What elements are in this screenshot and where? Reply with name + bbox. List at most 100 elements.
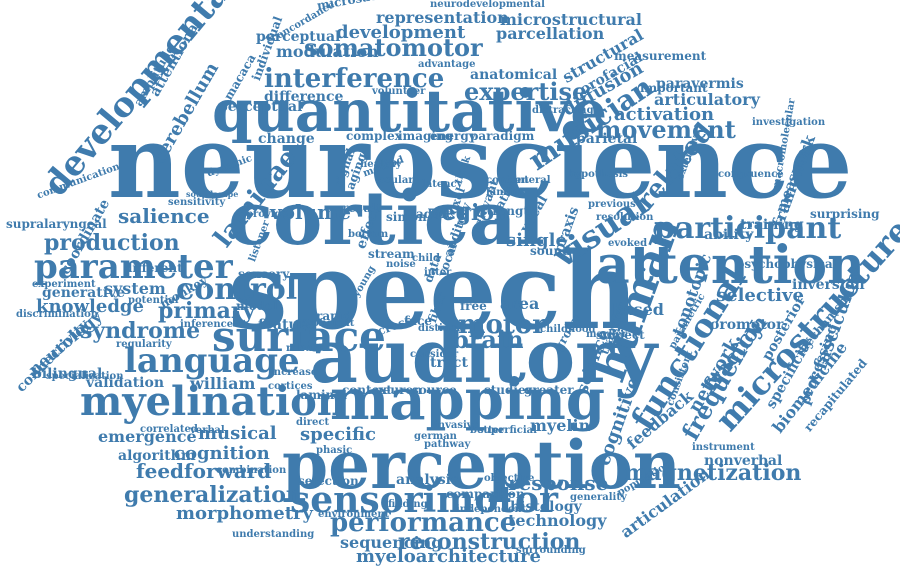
word-morphometry: morphometry — [176, 503, 313, 524]
word-interference: interference — [264, 64, 445, 94]
word-anatomical: anatomical — [470, 67, 558, 83]
word-nonverbal: nonverbal — [704, 453, 783, 469]
word-training: training — [740, 217, 804, 233]
word-environment: environment — [318, 509, 390, 520]
word-language: language — [124, 341, 300, 381]
word-attention: attention — [596, 235, 865, 296]
word-stream: stream — [368, 247, 415, 261]
word-musical: musical — [198, 423, 277, 444]
word-myelin: myelin — [530, 416, 591, 435]
word-phasic: phasic — [316, 445, 353, 456]
word-parameter: parameter — [34, 247, 233, 287]
word-sensory: sensory — [238, 267, 290, 281]
word-evoked: evoked — [608, 238, 648, 249]
word-investigation: investigation — [752, 117, 826, 128]
word-congruence: congruence — [718, 169, 784, 180]
word-area: area — [500, 294, 540, 313]
word-histology: histology — [510, 499, 582, 515]
word-imaging: imaging — [398, 129, 454, 143]
word-representation: representation — [376, 8, 509, 27]
word-analysis: analysis — [396, 472, 459, 488]
word-william: william — [190, 374, 256, 393]
word-different: different — [124, 261, 183, 275]
word-previous: previous — [588, 199, 636, 210]
word-selection: selection — [298, 474, 359, 488]
word-potential: potential — [128, 295, 179, 306]
word-distinct: distinct — [418, 323, 461, 334]
word-speech: speech — [228, 228, 639, 353]
word-neurodevelopmental: neurodevelopmental — [430, 0, 545, 10]
word-inference: inference — [180, 319, 234, 330]
word-studies: studies — [484, 383, 533, 397]
word-finding: finding — [388, 499, 428, 510]
word-primary: primary — [158, 298, 256, 324]
word-face: face — [404, 314, 432, 328]
word-adult: adult — [416, 207, 451, 221]
word-inversion: inversion — [792, 277, 865, 293]
word-somatomotor: somatomotor — [304, 33, 483, 62]
word-expertise: expertise — [464, 77, 588, 106]
word-articulatory: articulatory — [654, 90, 760, 109]
word-performance: performance — [330, 508, 517, 538]
word-result: result — [342, 201, 382, 215]
word-generative: generative — [42, 285, 126, 301]
word-surrounding: surrounding — [516, 545, 586, 556]
word-discrimination: discrimination — [16, 309, 99, 320]
word-knowledge: knowledge — [36, 296, 144, 317]
word-sensitivity: sensitivity — [168, 197, 226, 208]
word-inter: inter — [424, 267, 452, 278]
word-participant: participant — [654, 211, 842, 246]
word-sound: sound — [530, 244, 571, 258]
word-cortices: cortices — [268, 381, 313, 392]
word-distracting: distracting — [532, 105, 594, 116]
word-difference: difference — [264, 89, 344, 105]
word-ocular: ocular — [378, 175, 414, 186]
word-reconstruction: reconstruction — [398, 529, 581, 555]
word-energy: energy — [430, 129, 476, 143]
word-production: production — [44, 230, 180, 256]
word-noise: noise — [386, 259, 416, 270]
word-sensorimotor: sensorimotor — [290, 479, 558, 521]
word-supralaryngeal: supralaryngeal — [6, 217, 107, 231]
word-objective: objective — [484, 473, 535, 484]
word-superficial: superficial — [478, 425, 537, 436]
word-latency: latency — [422, 179, 463, 190]
word-sequencing: sequencing — [340, 533, 443, 552]
word-simon: simon — [386, 210, 427, 224]
word-free: free — [460, 299, 487, 313]
word-myeloarchitecture: myeloarchitecture — [356, 546, 541, 567]
word-pathway: pathway — [424, 439, 471, 450]
word-robust: robust — [286, 343, 323, 354]
word-source: source — [412, 383, 457, 397]
word-algorithm: algorithm — [118, 448, 196, 464]
word-auditory: auditory — [310, 314, 658, 400]
word-cortical: cortical — [228, 176, 545, 262]
word-subject: subject — [596, 328, 645, 342]
word-single: single — [506, 230, 567, 251]
word-based: based — [612, 300, 664, 319]
word-measurement: measurement — [614, 49, 707, 63]
word-perceptual: perceptual — [218, 99, 303, 115]
word-comparison: comparison — [446, 487, 525, 501]
word-neuroscience: neuroscience — [108, 103, 853, 221]
word-bilingual: bilingual — [32, 366, 103, 382]
word-specific: specific — [300, 424, 377, 445]
word-paradigm: paradigm — [470, 129, 535, 143]
word-psychophysical: psychophysical — [736, 257, 838, 271]
word-invasive: invasive — [434, 420, 479, 431]
word-syndrome: syndrome — [80, 318, 201, 344]
word-parcellation: parcellation — [496, 24, 605, 43]
word-bottom: bottom — [348, 229, 389, 240]
word-validation: validation — [86, 375, 165, 391]
word-modulation: modulation — [276, 42, 379, 61]
word-microstructural: microstructural — [500, 10, 642, 29]
word-control: control — [176, 272, 298, 307]
word-provide: provide — [246, 209, 288, 220]
word-understanding: understanding — [232, 529, 315, 540]
word-surface: surface — [212, 312, 386, 361]
word-activation: activation — [614, 104, 715, 125]
word-resolution: resolution — [596, 212, 654, 223]
word-motor: motor — [458, 310, 546, 340]
word-neuron: neuron — [374, 383, 423, 397]
word-advantage: advantage — [418, 59, 476, 70]
